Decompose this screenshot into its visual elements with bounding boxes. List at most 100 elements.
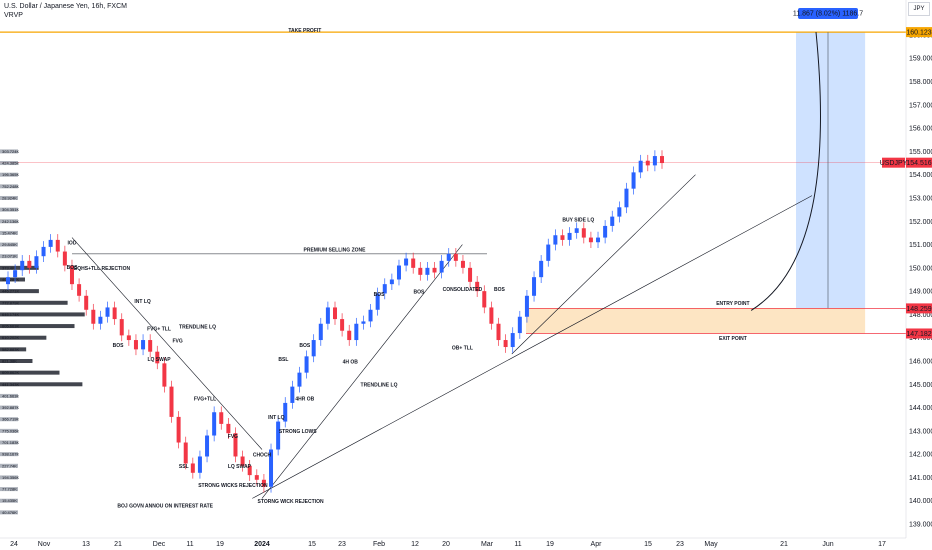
candle	[197, 456, 202, 473]
annotation-label: SSL	[179, 464, 189, 470]
candle	[617, 207, 622, 217]
annotation-label: INT LQ	[268, 415, 284, 421]
price-tick: 153.000	[909, 195, 932, 202]
symbol-tag: USDJPY	[880, 160, 908, 167]
volume-label: 373.4K	[2, 265, 15, 270]
candle	[169, 386, 174, 417]
time-axis[interactable]: 24 Nov 13 21 Dec 11 19 2024 15 23 Feb 12 20 Mar 11 19 Ap…	[0, 537, 906, 548]
volume-bar	[0, 254, 18, 259]
chart-title: U.S. Dollar / Japanese Yen, 16h, FXCM	[4, 3, 127, 10]
take-profit-tag: 160.123	[906, 30, 931, 37]
candle	[468, 267, 473, 282]
annotation-label: BUY SIDE LQ	[562, 217, 594, 223]
price-tick: 148.000	[909, 312, 932, 319]
candle	[77, 284, 82, 296]
candle	[503, 340, 508, 348]
candle	[141, 340, 146, 350]
candle	[240, 456, 245, 466]
indicator-label[interactable]: VRVP	[4, 12, 23, 19]
volume-bar	[0, 172, 18, 177]
volume-label: 609.862K	[2, 370, 19, 375]
candle	[318, 323, 323, 341]
currency-label[interactable]: JPY	[908, 2, 930, 16]
annotation-label: FVG	[172, 338, 182, 344]
volume-label: 424.385K	[2, 161, 19, 166]
candle	[553, 235, 558, 245]
time-tick: May	[704, 541, 718, 548]
price-tick: 158.000	[909, 79, 932, 86]
position-info: 11.867 (8.02%) 1186.7	[793, 11, 863, 18]
volume-bar	[0, 417, 18, 422]
volume-bar	[0, 230, 18, 235]
candle	[304, 356, 309, 373]
candle	[581, 228, 586, 238]
trend-line	[261, 244, 463, 499]
candle	[205, 435, 210, 457]
annotation-label: CHOCH	[253, 452, 272, 458]
price-tick: 139.000	[909, 522, 932, 529]
price-axis[interactable]: 160.000159.000158.000157.000156.000155.0…	[905, 0, 932, 538]
analysis-lines	[71, 174, 813, 499]
volume-bar	[0, 463, 18, 468]
volume-bar	[0, 195, 18, 200]
annotation-label: STORNG WICK REJECTION	[258, 499, 324, 505]
candle	[453, 253, 458, 261]
candle	[283, 402, 288, 422]
candle	[311, 340, 316, 357]
annotation-label: PREMIUM SELLING ZONE	[304, 248, 367, 254]
candle	[41, 246, 46, 257]
stop-price-tag: 147.182	[906, 331, 931, 338]
volume-label: 29.845K	[2, 242, 17, 247]
volume-label: 401.663K	[2, 393, 19, 398]
volume-bar	[0, 487, 18, 492]
entry-price-tag-bg	[906, 303, 932, 314]
annotation-label: 4H OB	[343, 359, 359, 365]
candle	[261, 479, 266, 487]
price-tick: 149.000	[909, 289, 932, 296]
candle	[119, 319, 124, 336]
candle	[482, 291, 487, 308]
time-tick: 19	[546, 541, 554, 548]
volume-bar	[0, 219, 18, 224]
candle	[155, 351, 160, 364]
volume-label: 304.351K	[2, 207, 19, 212]
volume-label: 821.38K	[2, 359, 17, 364]
volume-label: 446.271K	[2, 289, 19, 294]
volume-bar	[0, 149, 18, 154]
candle	[660, 156, 664, 164]
candle	[98, 316, 103, 324]
candle	[652, 156, 657, 166]
candle	[55, 239, 60, 252]
price-tick: 142.000	[909, 452, 932, 459]
volume-bar	[0, 440, 18, 445]
candle	[69, 265, 74, 285]
volume-bar	[0, 359, 33, 364]
volume-bar	[0, 277, 26, 282]
candle	[340, 319, 345, 331]
candle	[190, 463, 195, 473]
candle	[404, 258, 409, 266]
candle	[567, 232, 572, 240]
annotation-label: OB+ TLL	[452, 345, 473, 351]
volume-bar	[0, 289, 39, 294]
candle	[13, 270, 18, 278]
volume-bar	[0, 452, 18, 457]
volume-label: 605.663K	[2, 324, 19, 329]
candle	[183, 442, 188, 464]
candle	[496, 323, 501, 341]
candle	[396, 265, 401, 280]
candle	[112, 307, 117, 320]
trend-line	[511, 174, 696, 355]
volume-bar	[0, 347, 27, 352]
volume-bar	[0, 300, 68, 305]
candle	[610, 216, 615, 226]
time-tick: Jun	[822, 541, 833, 548]
volume-profile: 303.724K 424.385K 196.365K 752.248K 28.924K 3…	[0, 149, 85, 515]
annotation-label: LQ SWAP	[147, 357, 171, 363]
entry-price-tag: 148.259	[906, 306, 931, 313]
time-tick: 21	[114, 541, 122, 548]
price-labels: 160.123 154.516 148.259 147.182 USDJPY 11.867…	[793, 8, 932, 339]
candle	[439, 260, 444, 273]
volume-label: 23.071K	[2, 254, 17, 259]
